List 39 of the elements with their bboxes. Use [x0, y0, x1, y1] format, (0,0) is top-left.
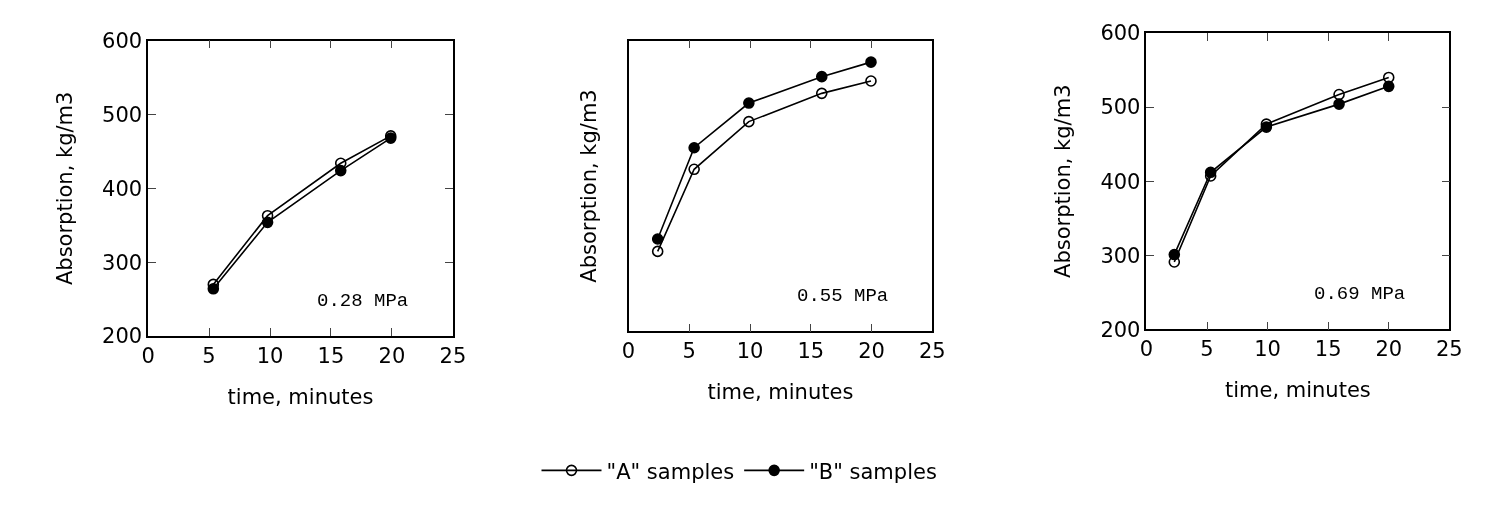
y-tick-label: 600 [1100, 21, 1141, 46]
x-tick-label: 5 [682, 339, 696, 364]
x-tick-label: 10 [256, 344, 284, 369]
y-tick-label: 300 [102, 250, 143, 275]
y-tick-label: 600 [102, 28, 143, 53]
y-axis-title: Absorption, kg/m3 [52, 91, 77, 286]
legend-label: "A" samples [606, 459, 735, 484]
x-tick-label: 25 [439, 344, 467, 369]
y-tick-label: 200 [1100, 317, 1141, 342]
legend-label: "B" samples [809, 459, 937, 484]
y-tick-label: 400 [1100, 169, 1141, 194]
y-tick-label: 200 [102, 324, 143, 349]
y-axis-title: Absorption, kg/m3 [577, 89, 602, 283]
y-tick-label: 500 [1100, 95, 1141, 120]
y-axis-title: Absorption, kg/m3 [1051, 84, 1076, 278]
x-tick-label: 25 [1435, 337, 1463, 362]
x-tick-label: 15 [797, 339, 825, 364]
x-tick-label: 0 [621, 339, 636, 364]
x-tick-label: 15 [1314, 337, 1342, 362]
y-tick-label: 300 [1100, 243, 1141, 268]
y-tick-label: 500 [102, 102, 143, 127]
x-tick-label: 0 [141, 344, 155, 369]
x-tick-label: 15 [317, 344, 345, 369]
x-axis-title: time, minutes [1224, 378, 1371, 403]
x-axis-title: time, minutes [227, 384, 374, 409]
y-tick-label: 400 [102, 176, 143, 201]
x-axis-title: time, minutes [707, 379, 854, 404]
annotation: 0.69 MPa [1314, 283, 1406, 305]
x-tick-label: 5 [1200, 337, 1214, 362]
annotation: 0.28 MPa [317, 290, 409, 312]
x-tick-label: 0 [1139, 337, 1154, 362]
x-tick-label: 20 [378, 344, 406, 369]
x-tick-label: 20 [858, 339, 885, 364]
x-tick-label: 25 [919, 339, 946, 364]
annotation: 0.55 MPa [797, 285, 889, 307]
x-tick-label: 10 [736, 339, 764, 364]
x-tick-label: 10 [1254, 337, 1281, 362]
x-tick-label: 20 [1375, 337, 1403, 362]
x-tick-label: 5 [202, 344, 216, 369]
